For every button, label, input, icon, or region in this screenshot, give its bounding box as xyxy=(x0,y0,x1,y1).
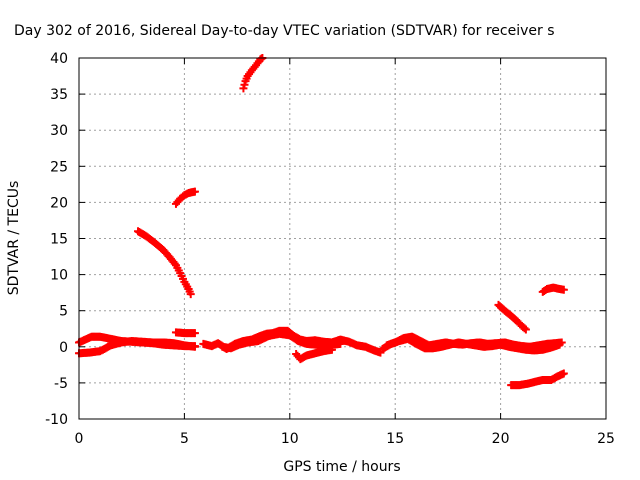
data-point xyxy=(186,290,195,299)
ticks-layer: 0 5 10 15 20 25 -10 -5 0 5 10 15 20 25 30 35 40 xyxy=(45,51,615,447)
x-tick-label: 20 xyxy=(492,431,510,447)
data-point xyxy=(557,338,566,347)
data-point xyxy=(559,369,568,378)
y-axis-title: SDTVAR / TECUs xyxy=(6,181,22,296)
data-point xyxy=(190,342,199,351)
y-tick-label: 40 xyxy=(50,51,68,67)
data-point xyxy=(520,324,529,333)
data-point xyxy=(190,329,199,338)
y-tick-label: 30 xyxy=(50,123,68,139)
y-tick-label: 10 xyxy=(50,268,68,284)
x-tick-label: 25 xyxy=(597,431,615,447)
data-point xyxy=(559,285,568,294)
y-tick-label: -5 xyxy=(54,376,68,392)
y-tick-label: 35 xyxy=(50,87,68,103)
y-tick-label: 0 xyxy=(59,340,68,356)
y-tick-label: 25 xyxy=(50,159,68,175)
grid-layer xyxy=(79,58,606,419)
y-tick-label: 20 xyxy=(50,195,68,211)
points-layer xyxy=(75,54,568,390)
data-point xyxy=(190,187,199,196)
y-tick-label: -10 xyxy=(45,412,68,428)
data-point xyxy=(327,345,336,354)
x-tick-label: 10 xyxy=(281,431,299,447)
x-tick-label: 0 xyxy=(75,431,84,447)
data-point xyxy=(336,339,345,348)
chart-title: Day 302 of 2016, Sidereal Day-to-day VTE… xyxy=(14,23,555,39)
plot-frame xyxy=(78,57,607,420)
data-point xyxy=(521,325,530,334)
data-point xyxy=(170,259,179,268)
y-tick-label: 5 xyxy=(59,304,68,320)
x-tick-label: 15 xyxy=(386,431,404,447)
x-tick-label: 5 xyxy=(180,431,189,447)
x-axis-title: GPS time / hours xyxy=(283,459,400,475)
y-tick-label: 15 xyxy=(50,232,68,248)
